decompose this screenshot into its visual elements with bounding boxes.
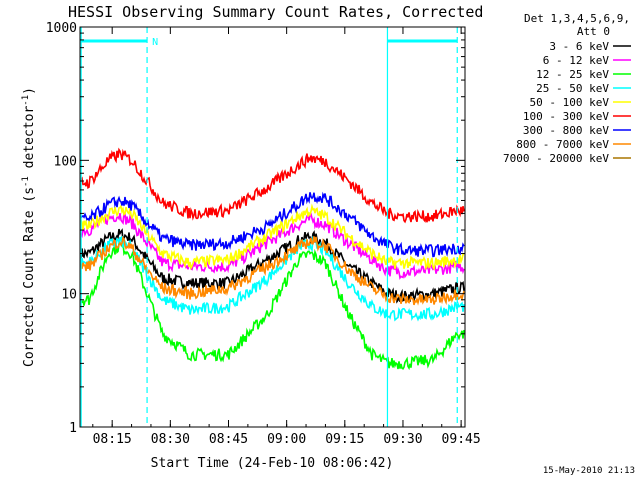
night-annotation-layer: N: [80, 27, 458, 427]
series-line-1: [80, 212, 465, 280]
legend-label-8: 7000 - 20000 keV: [503, 152, 609, 165]
legend-label-3: 25 - 50 keV: [536, 82, 609, 95]
y-axis-label-mid: detector: [22, 106, 37, 177]
x-tick-label-6: 09:45: [442, 432, 481, 447]
y-axis-label-sup2: -1: [21, 95, 31, 106]
y-tick-label-2: 100: [54, 154, 77, 169]
x-tick-label-4: 09:15: [325, 432, 364, 447]
legend-header-line-2: Att 0: [577, 25, 610, 38]
series-line-5: [80, 147, 465, 224]
chart-title: HESSI Observing Summary Count Rates, Cor…: [68, 3, 483, 21]
x-axis-label: Start Time (24-Feb-10 08:06:42): [151, 456, 394, 471]
x-tick-label-3: 09:00: [267, 432, 306, 447]
plot-frame: [79, 26, 466, 428]
legend-label-0: 3 - 6 keV: [549, 40, 609, 53]
series-line-7: [80, 235, 465, 306]
legend-label-1: 6 - 12 keV: [543, 54, 610, 67]
y-axis-label-main: Corrected Count Rate (s: [22, 187, 37, 367]
x-tick-label-2: 08:45: [209, 432, 248, 447]
y-tick-label-3: 1000: [46, 21, 77, 36]
legend-label-4: 50 - 100 keV: [530, 96, 610, 109]
series-line-2: [80, 242, 465, 371]
x-axis: 08:15 08:30 08:45 09:00 09:15 09:30 09:45: [92, 27, 481, 447]
legend-header-line-1: Det 1,3,4,5,6,9,: [524, 12, 630, 25]
night-label-0: N: [152, 37, 158, 48]
y-axis-label-sup1: -1: [21, 176, 31, 187]
legend-label-7: 800 - 7000 keV: [516, 138, 609, 151]
generated-timestamp: 15-May-2010 21:13: [543, 466, 635, 476]
y-axis-label: Corrected Count Rate (s-1 detector-1): [21, 87, 37, 367]
legend-label-5: 100 - 300 keV: [523, 110, 609, 123]
series-line-4: [80, 203, 465, 271]
series-layer: [80, 147, 465, 428]
y-tick-label-1: 10: [61, 288, 77, 303]
x-tick-label-1: 08:30: [151, 432, 190, 447]
x-tick-label-0: 08:15: [93, 432, 132, 447]
legend-label-2: 12 - 25 keV: [536, 68, 609, 81]
y-axis: 1 10 100 1000: [46, 21, 465, 436]
x-tick-label-5: 09:30: [383, 432, 422, 447]
series-line-6: [80, 191, 465, 258]
y-axis-label-end: ): [22, 87, 37, 95]
y-tick-label-0: 1: [69, 421, 77, 436]
legend-label-6: 300 - 800 keV: [523, 124, 609, 137]
